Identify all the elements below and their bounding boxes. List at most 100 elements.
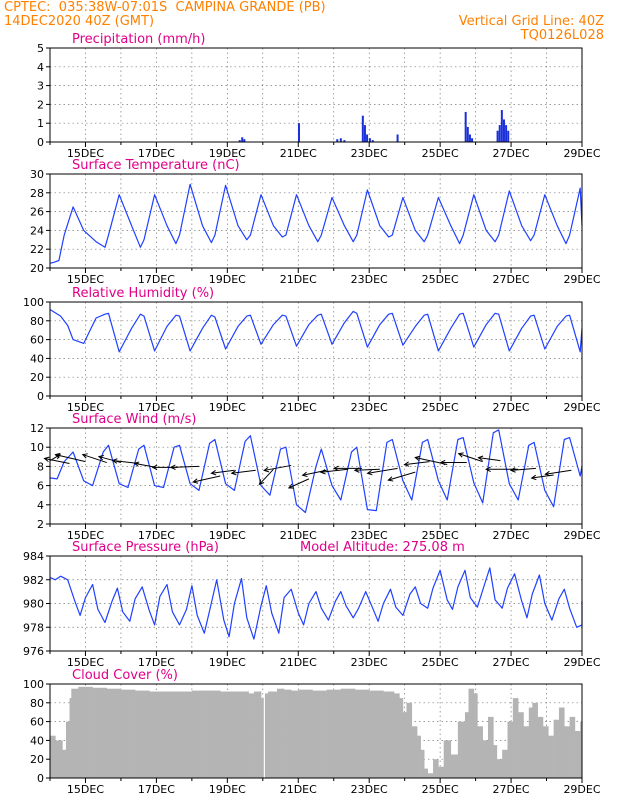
- temp-xtick-label: 25DEC: [422, 273, 459, 286]
- precip-title: Precipitation (mm/h): [72, 32, 205, 47]
- wind-vector-head: [97, 455, 104, 461]
- cloud-area-segment: [564, 726, 570, 778]
- cloud-area-segment: [537, 716, 544, 778]
- wind-panel: [43, 427, 583, 529]
- temp-xtick-label: 23DEC: [351, 273, 388, 286]
- pres-panel: [46, 555, 583, 656]
- wind-xtick-label: 21DEC: [280, 529, 317, 542]
- wind-vector: [288, 478, 310, 489]
- wind-vector: [404, 461, 430, 466]
- wind-vector: [55, 454, 86, 463]
- cloud-area-segment: [369, 690, 384, 778]
- temp-ytick-label: 22: [30, 243, 44, 256]
- cloud-area-segment: [580, 721, 583, 778]
- precip-xtick-label: 23DEC: [351, 147, 388, 160]
- cloud-area-segment: [163, 691, 178, 778]
- wind-ytick-label: 2: [37, 518, 44, 531]
- wind-xtick-label: 23DEC: [351, 529, 388, 542]
- cloud-area-segment: [355, 689, 370, 778]
- cloud-area-segment: [518, 712, 524, 778]
- cloud-area-segment: [512, 698, 519, 778]
- pres-series-line: [49, 567, 583, 640]
- wind-vector: [259, 468, 274, 485]
- rh-ytick-label: 40: [30, 352, 44, 365]
- cloud-area-segment: [55, 740, 63, 778]
- wind-vector-head: [366, 469, 373, 476]
- precip-ytick-label: 0: [37, 136, 44, 149]
- cloud-area-segment: [268, 691, 278, 778]
- precip-bar: [498, 125, 501, 142]
- wind-vector-head: [111, 458, 118, 464]
- wind-vector-head: [333, 465, 339, 472]
- cloud-area-segment: [399, 698, 404, 778]
- wind-vector-head: [544, 470, 551, 477]
- cloud-area-segment: [464, 712, 469, 778]
- wind-ytick-label: 6: [37, 480, 44, 493]
- cloud-area-segment: [62, 749, 67, 778]
- precip-bar: [368, 138, 371, 142]
- precip-xtick-label: 15DEC: [67, 147, 104, 160]
- wind-vector: [44, 458, 70, 465]
- precip-xtick-label: 27DEC: [493, 147, 530, 160]
- cloud-area-segment: [120, 689, 136, 778]
- wind-vector-head: [509, 467, 516, 473]
- cloud-area-segment: [264, 693, 269, 778]
- cloud-area-segment: [507, 721, 514, 778]
- wind-vector-head: [477, 455, 484, 461]
- rh-ytick-label: 100: [23, 296, 44, 309]
- precip-bar: [471, 138, 474, 142]
- pres-xtick-label: 29DEC: [563, 656, 600, 669]
- precip-bar: [361, 115, 364, 142]
- precip-bar: [241, 137, 244, 142]
- cloud-area-segment: [326, 689, 342, 778]
- cloud-area-segment: [468, 688, 475, 778]
- wind-vector: [170, 465, 199, 468]
- rh-ytick-label: 20: [30, 371, 44, 384]
- cloud-area-segment: [457, 721, 466, 778]
- cloud-ytick-label: 0: [37, 772, 44, 785]
- wind-vector-head: [54, 452, 61, 459]
- cloud-xtick-label: 15DEC: [67, 783, 104, 796]
- wind-vector-head: [301, 471, 308, 478]
- cloud-area-segment: [433, 759, 439, 778]
- wind-vector: [134, 462, 157, 468]
- precip-bar: [336, 139, 339, 142]
- temp-frame: [49, 173, 583, 269]
- cloud-area-segment: [532, 702, 538, 778]
- cloud-ytick-label: 40: [30, 734, 44, 747]
- wind-vector: [510, 467, 536, 471]
- precip-xtick-label: 21DEC: [280, 147, 317, 160]
- precip-bar: [500, 110, 503, 142]
- cloud-area-segment: [248, 693, 255, 778]
- wind-vector: [458, 453, 483, 463]
- cloud-area-segment: [71, 688, 79, 778]
- wind-vector-head: [210, 470, 217, 476]
- precip-panel: [46, 47, 583, 147]
- precip-ytick-label: 3: [37, 80, 44, 93]
- cloud-area-segment: [477, 726, 483, 778]
- wind-vector-head: [403, 461, 410, 467]
- cloud-area-segment: [394, 693, 400, 778]
- cloud-area-segment: [406, 702, 413, 778]
- cloud-area-segment: [312, 690, 327, 778]
- precip-xtick-label: 29DEC: [563, 147, 600, 160]
- cloud-area-segment: [443, 740, 452, 778]
- precip-bar: [396, 134, 399, 142]
- pres-ytick-label: 982: [23, 574, 44, 587]
- pres-xtick-label: 23DEC: [351, 656, 388, 669]
- wind-vector: [545, 469, 572, 475]
- wind-vector-head: [530, 474, 537, 481]
- cloud-frame: [49, 683, 583, 779]
- wind-vector-head: [319, 469, 326, 475]
- temp-xtick-label: 15DEC: [67, 273, 104, 286]
- wind-vector: [478, 457, 501, 462]
- header-model-code: TQ0126L028: [520, 28, 604, 43]
- cloud-area-segment: [411, 726, 418, 778]
- wind-vector-head: [169, 464, 176, 470]
- rh-xtick-label: 29DEC: [563, 401, 600, 414]
- cloud-ytick-label: 80: [30, 697, 44, 710]
- temp-series-line: [49, 183, 583, 264]
- temp-ytick-label: 28: [30, 187, 44, 200]
- precip-bar: [363, 125, 366, 142]
